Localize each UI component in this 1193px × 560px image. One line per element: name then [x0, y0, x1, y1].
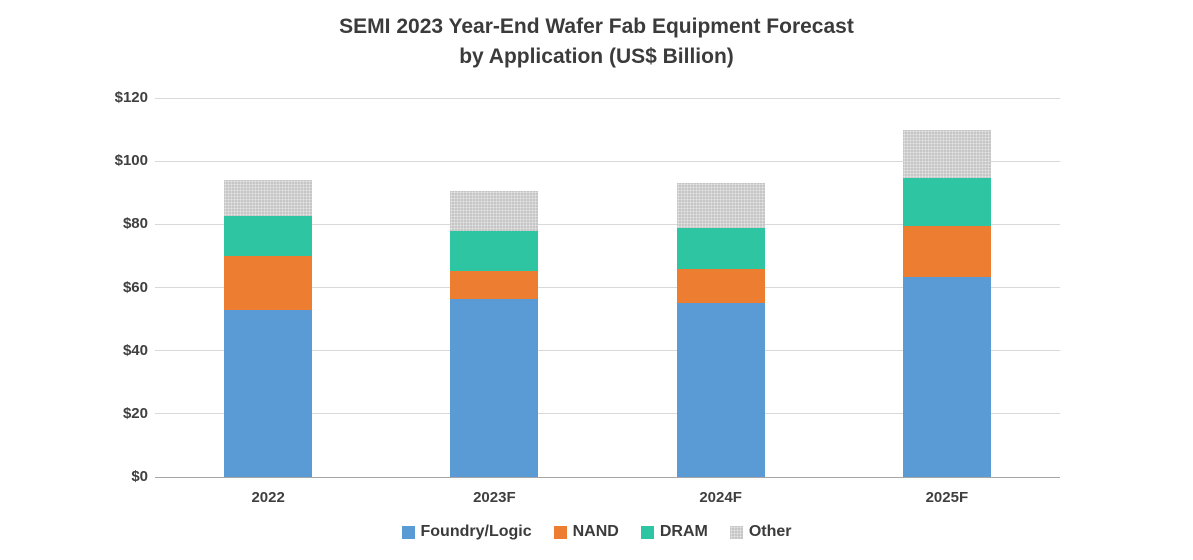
legend-label: Foundry/Logic: [420, 523, 532, 540]
bar-segment: [224, 180, 313, 217]
y-tick-label: $120: [114, 89, 148, 106]
x-axis-line: [155, 476, 1060, 478]
bar-segment: [676, 268, 765, 303]
bar-segment: [450, 231, 539, 272]
bar-segment: [224, 216, 313, 256]
bar-segment: [676, 302, 765, 477]
chart-title-line1: SEMI 2023 Year-End Wafer Fab Equipment F…: [339, 15, 854, 38]
bar-segment: [902, 129, 991, 178]
legend-item: NAND: [553, 523, 619, 541]
bar-segment: [224, 309, 313, 477]
y-tick-label: $20: [122, 404, 148, 422]
gridline: [155, 160, 1060, 162]
x-tick-label: 2024F: [699, 489, 742, 506]
chart-title-line2: by Application (US$ Billion): [459, 45, 734, 69]
bar-segment: [902, 177, 991, 226]
bar-segment: [450, 190, 539, 232]
bar-segment: [676, 227, 765, 269]
bar-segment: [902, 277, 991, 477]
bar-segment: [450, 271, 539, 300]
legend: Foundry/Logic NAND DRAM Other: [0, 523, 1193, 541]
legend-item: DRAM: [640, 523, 708, 541]
bar-segment: [450, 299, 539, 477]
gridline: [155, 413, 1060, 415]
y-tick-label: $80: [122, 215, 148, 233]
x-tick-label: 2025F: [925, 489, 969, 506]
y-tick-label: $40: [122, 341, 148, 359]
plot-area: [155, 97, 1060, 478]
bar-segment: [224, 255, 313, 310]
legend-item: Other: [729, 523, 792, 541]
gridline: [155, 350, 1060, 352]
y-tick-label: $0: [131, 468, 148, 485]
gridline: [155, 223, 1060, 225]
x-tick-label: 2023F: [473, 489, 516, 506]
legend-swatch: [729, 525, 743, 539]
gridline: [155, 97, 1060, 99]
bar-segment: [902, 225, 991, 278]
gridline: [155, 287, 1060, 288]
y-tick-label: $60: [122, 278, 148, 296]
legend-label: DRAM: [659, 523, 708, 540]
legend-swatch: [401, 525, 415, 539]
legend-label: Other: [748, 523, 792, 540]
legend-swatch: [640, 525, 654, 539]
legend-label: NAND: [572, 523, 619, 540]
legend-item: Foundry/Logic: [401, 523, 532, 541]
bar-segment: [676, 183, 765, 228]
y-tick-label: $100: [114, 152, 148, 170]
chart-title: SEMI 2023 Year-End Wafer Fab Equipment F…: [0, 12, 1193, 73]
x-tick-label: 2022: [251, 489, 285, 506]
legend-swatch: [553, 525, 567, 539]
